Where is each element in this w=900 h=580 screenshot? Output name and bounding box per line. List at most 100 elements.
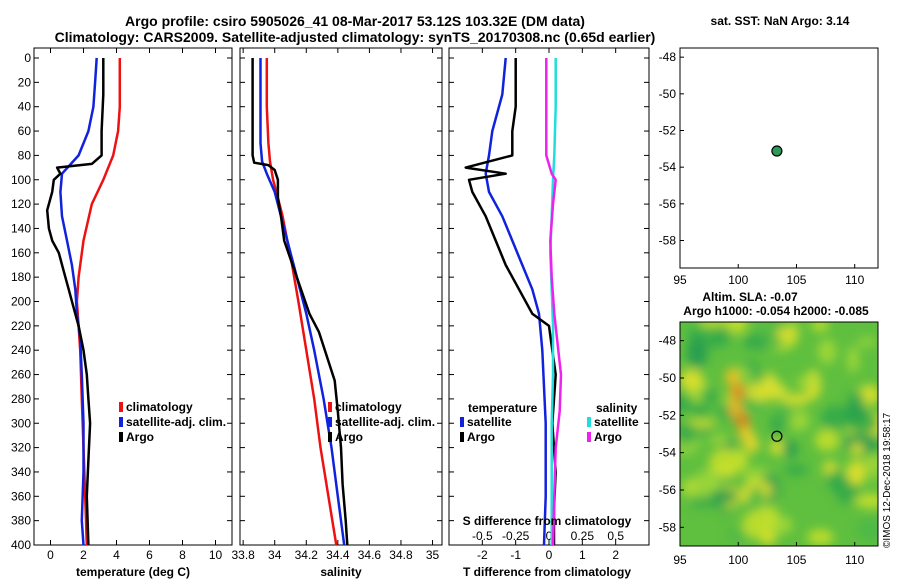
- x-tick-label: 6: [146, 548, 153, 562]
- x-tick-label: 35: [426, 548, 440, 562]
- sla-patch: [775, 327, 799, 341]
- sla-patch: [864, 454, 878, 469]
- x-tick-label: 100: [728, 553, 748, 567]
- legend-satellite-swatch: [119, 417, 123, 427]
- sla-patch: [699, 322, 727, 329]
- legend-s-argo-swatch: [587, 432, 591, 442]
- depth-tick-label: 320: [11, 441, 31, 455]
- x-tick-label: 2: [612, 548, 619, 562]
- temperature-ticks: 0204060801001201401601802002202402602803…: [11, 48, 232, 562]
- sla-warm-patch: [763, 373, 777, 391]
- x-tick-label: 1: [579, 548, 586, 562]
- difference-panel: -2 -1 0 1 2 -0.5 -0.25 0 0.25 0.5 temperature sat…: [448, 47, 650, 579]
- sla-map-title-2: Argo h1000: -0.054 h2000: -0.085: [683, 304, 869, 318]
- y-tick-label: -56: [659, 483, 677, 497]
- difference-lines: [464, 57, 563, 546]
- sla-patch: [788, 410, 810, 431]
- sla-patch: [846, 391, 865, 407]
- salinity-lines: [251, 58, 349, 546]
- x-tick-label: 95: [673, 273, 687, 287]
- series-line-satellite-adj-clim-: [59, 57, 98, 546]
- depth-tick-label: 340: [11, 465, 31, 479]
- depth-tick-label: 360: [11, 489, 31, 503]
- legend-argo-swatch: [328, 432, 332, 442]
- difference-x2label: S difference from climatology: [463, 514, 632, 528]
- salinity-ticks: 33.8 34 34.2 34.4 34.6 34.8 35: [231, 48, 442, 562]
- legend-argo-label: Argo: [335, 430, 363, 444]
- legend-t-argo-swatch: [460, 432, 464, 442]
- sla-patch: [680, 369, 704, 390]
- salinity-panel: 33.8 34 34.2 34.4 34.6 34.8 35 climatology sat…: [231, 47, 443, 579]
- legend-argo-label: Argo: [126, 430, 154, 444]
- sla-patch: [701, 387, 717, 404]
- legend-climatology-label: climatology: [335, 400, 402, 414]
- x2-tick-label: 0.5: [607, 529, 624, 543]
- sla-patch: [734, 448, 749, 472]
- depth-tick-label: 280: [11, 392, 31, 406]
- sla-warm-patch: [773, 383, 787, 401]
- sla-patch: [709, 434, 730, 446]
- temperature-lines: [45, 57, 122, 546]
- y-tick-label: -58: [659, 234, 677, 248]
- sla-patch: [811, 322, 829, 332]
- title-line-2: Climatology: CARS2009. Satellite-adjuste…: [55, 29, 656, 45]
- depth-tick-label: 60: [18, 124, 32, 138]
- x-tick-label: -2: [477, 548, 488, 562]
- sla-patch: [856, 336, 877, 348]
- temperature-xlabel: temperature (deg C): [76, 565, 190, 579]
- y-tick-label: -48: [659, 334, 677, 348]
- sla-map-marker-layer: [771, 430, 783, 442]
- salinity-axes-frame: [239, 47, 443, 546]
- argo-position-dot: [771, 145, 783, 157]
- x2-tick-label: 0: [546, 529, 553, 543]
- x-tick-label: 105: [786, 553, 806, 567]
- y-tick-label: -48: [659, 50, 677, 64]
- x-tick-label: 0: [546, 548, 553, 562]
- sla-patch: [770, 413, 783, 436]
- x-tick-label: 100: [728, 273, 748, 287]
- x-tick-label: 10: [209, 548, 223, 562]
- temperature-axes-frame: [33, 47, 233, 546]
- x-tick-label: 34.8: [389, 548, 413, 562]
- depth-tick-label: 40: [18, 100, 32, 114]
- sla-patch: [769, 440, 785, 456]
- depth-tick-label: 200: [11, 295, 31, 309]
- legend-t-satellite-label: satellite: [467, 415, 512, 429]
- depth-tick-label: 260: [11, 368, 31, 382]
- argo-position-marker: [771, 430, 783, 442]
- y-tick-label: -50: [659, 371, 677, 385]
- sla-map-title-1: Altim. SLA: -0.07: [702, 290, 798, 304]
- sla-patch: [846, 413, 878, 433]
- series-line-argo: [45, 58, 105, 546]
- x-tick-label: 34.2: [295, 548, 319, 562]
- sla-patch: [784, 464, 809, 476]
- x-tick-label: 33.8: [231, 548, 255, 562]
- sla-patch: [783, 393, 811, 406]
- legend-s-argo-label: Argo: [594, 430, 622, 444]
- sla-patch: [796, 376, 817, 388]
- legend-s-satellite-label: satellite: [594, 415, 639, 429]
- sla-patch: [847, 346, 860, 373]
- sla-heatmap-viewport: [680, 322, 878, 546]
- difference-xlabel: T difference from climatology: [463, 565, 631, 579]
- sla-map-ticks: 95 100 105 110 -48 -50 -52 -54 -56 -58: [659, 334, 865, 567]
- sla-patch: [850, 442, 865, 456]
- legend-climatology-label: climatology: [126, 400, 193, 414]
- difference-legend: temperature satellite Argo salinity sate…: [460, 401, 639, 444]
- x-tick-label: 95: [673, 553, 687, 567]
- y-tick-label: -56: [659, 197, 677, 211]
- x2-tick-label: -0.5: [472, 529, 493, 543]
- sla-warm-patch: [731, 383, 745, 401]
- sla-patch: [814, 429, 840, 452]
- depth-tick-label: 100: [11, 173, 31, 187]
- depth-tick-label: 400: [11, 538, 31, 552]
- sla-patch: [742, 511, 771, 539]
- x-tick-label: 4: [113, 548, 120, 562]
- sla-map-panel: Altim. SLA: -0.07 Argo h1000: -0.054 h20…: [659, 290, 879, 567]
- sla-blobs: [680, 322, 878, 546]
- title-line-1: Argo profile: csiro 5905026_41 08-Mar-20…: [125, 13, 585, 29]
- sla-patch: [807, 529, 834, 546]
- sla-patch: [724, 322, 748, 335]
- y-tick-label: -54: [659, 446, 677, 460]
